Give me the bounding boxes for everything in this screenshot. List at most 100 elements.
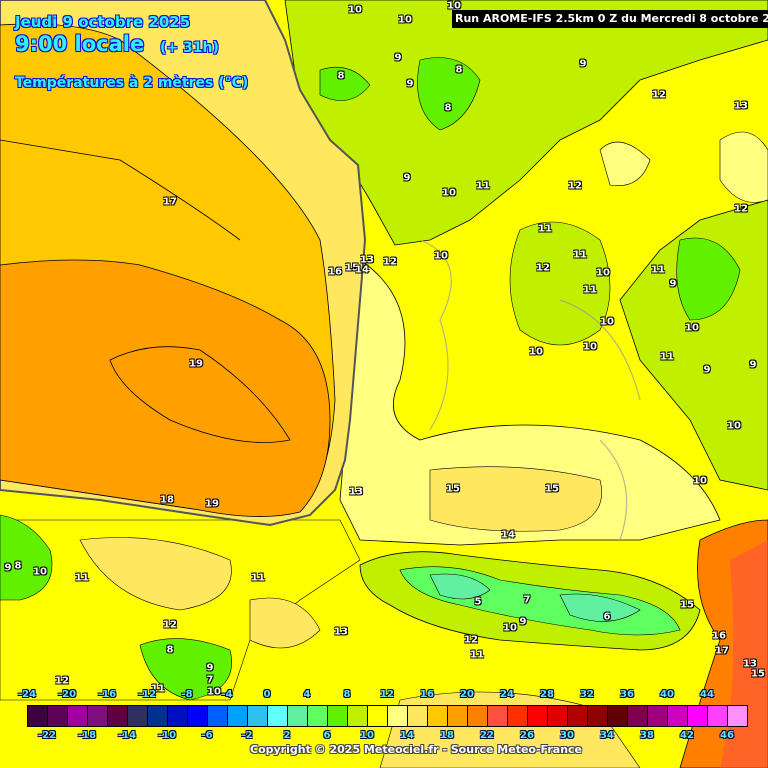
legend-tick-label: 26 (520, 730, 534, 741)
contour-label: 9 (406, 78, 414, 90)
contour-label: 11 (651, 264, 665, 276)
legend-tick-label: 20 (460, 689, 474, 700)
contour-label: 12 (55, 675, 69, 687)
contour-label: 10 (529, 346, 543, 358)
legend-color-box (308, 706, 328, 726)
legend-tick-label: 38 (640, 730, 654, 741)
contour-label: 15 (545, 483, 559, 495)
contour-label: 10 (596, 267, 610, 279)
legend-color-box (28, 706, 48, 726)
legend-color-box (708, 706, 728, 726)
contour-label: 9 (206, 662, 214, 674)
contour-label: 9 (669, 278, 677, 290)
contour-label: 15 (751, 668, 765, 680)
contour-label: 11 (251, 572, 265, 584)
legend-color-box (648, 706, 668, 726)
legend-tick-label: -4 (221, 689, 233, 700)
contour-label: 12 (163, 619, 177, 631)
contour-label: 10 (447, 0, 461, 12)
contour-label: 13 (743, 658, 757, 670)
legend-tick-label: 0 (263, 689, 271, 700)
variable-title: Températures à 2 mètres (°C) (15, 75, 249, 91)
legend-tick-label: -14 (117, 730, 137, 741)
contour-label: 12 (734, 203, 748, 215)
legend-tick-label: 4 (303, 689, 311, 700)
contour-label: 16 (328, 266, 342, 278)
legend-color-box (668, 706, 688, 726)
legend-color-box (348, 706, 368, 726)
legend-color-box (548, 706, 568, 726)
contour-label: 6 (603, 611, 611, 623)
legend-color-box (688, 706, 708, 726)
contour-label: 14 (501, 529, 515, 541)
legend-color-box (728, 706, 747, 726)
contour-label: 9 (749, 359, 757, 371)
legend-tick-label: 44 (700, 689, 714, 700)
legend-tick-label: 46 (720, 730, 734, 741)
legend-tick-label: -18 (77, 730, 97, 741)
contour-label: 9 (519, 616, 527, 628)
contour-label: 14 (355, 264, 369, 276)
legend-color-box (328, 706, 348, 726)
contour-label: 13 (360, 254, 374, 266)
legend-color-box (368, 706, 388, 726)
legend-tick-label: 18 (440, 730, 454, 741)
contour-label: 13 (334, 626, 348, 638)
legend-tick-label: 32 (580, 689, 594, 700)
legend-color-box (208, 706, 228, 726)
legend-tick-label: 36 (620, 689, 634, 700)
contour-label: 9 (403, 172, 411, 184)
contour-label: 12 (383, 256, 397, 268)
legend-color-box (248, 706, 268, 726)
legend-tick-label: 16 (420, 689, 434, 700)
contour-label: 15 (345, 262, 359, 274)
contour-label: 10 (600, 316, 614, 328)
legend-color-box (608, 706, 628, 726)
copyright-text: Copyright © 2025 Meteociel.fr - Source M… (250, 743, 583, 756)
legend-color-box (48, 706, 68, 726)
legend-color-box (388, 706, 408, 726)
contour-label: 9 (579, 58, 587, 70)
legend-color-box (168, 706, 188, 726)
contour-label: 8 (166, 644, 174, 656)
model-run-banner: Run AROME-IFS 2.5km 0 Z du Mercredi 8 oc… (452, 10, 768, 28)
legend-color-box (108, 706, 128, 726)
contour-label: 10 (33, 566, 47, 578)
contour-label: 8 (455, 64, 463, 76)
contour-label: 9 (703, 364, 711, 376)
legend-tick-label: 34 (600, 730, 614, 741)
legend-color-box (228, 706, 248, 726)
legend-color-box (188, 706, 208, 726)
legend-tick-label: 12 (380, 689, 394, 700)
contour-label: 12 (464, 634, 478, 646)
forecast-date: Jeudi 9 octobre 2025 (15, 13, 191, 31)
color-scale-legend (27, 705, 748, 727)
contour-label: 11 (151, 683, 165, 695)
legend-tick-label: -6 (201, 730, 213, 741)
forecast-offset: (+ 31h) (160, 40, 219, 56)
contour-label: 11 (538, 223, 552, 235)
contour-label: 15 (680, 599, 694, 611)
legend-tick-label: 8 (343, 689, 351, 700)
legend-tick-label: -20 (57, 689, 77, 700)
legend-tick-label: -2 (241, 730, 253, 741)
contour-label: 18 (160, 494, 174, 506)
contour-label: 10 (693, 475, 707, 487)
legend-color-box (528, 706, 548, 726)
legend-color-box (148, 706, 168, 726)
legend-tick-label: 42 (680, 730, 694, 741)
legend-tick-label: -12 (137, 689, 157, 700)
legend-tick-label: 22 (480, 730, 494, 741)
legend-color-box (88, 706, 108, 726)
legend-color-box (568, 706, 588, 726)
legend-color-box (128, 706, 148, 726)
legend-tick-label: 6 (323, 730, 331, 741)
contour-label: 10 (442, 187, 456, 199)
contour-label: 13 (734, 100, 748, 112)
contour-label: 11 (583, 284, 597, 296)
contour-label: 13 (349, 486, 363, 498)
contour-label: 8 (14, 560, 22, 572)
legend-color-box (408, 706, 428, 726)
legend-color-box (588, 706, 608, 726)
